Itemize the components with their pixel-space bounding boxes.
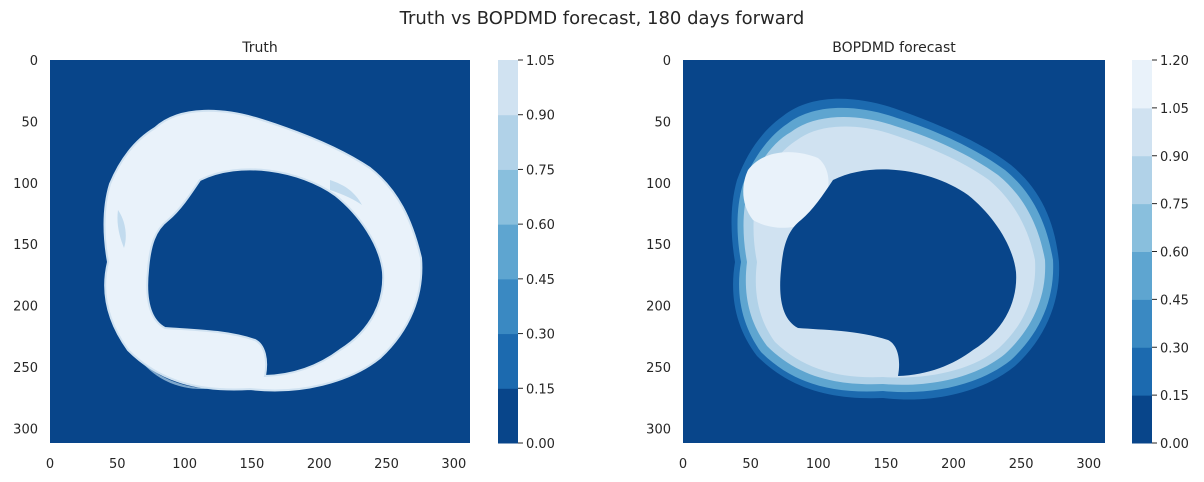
x-tick-label: 150 <box>873 457 898 472</box>
colorbar-tick-label: 1.20 <box>1160 54 1189 69</box>
colorbar-tick-label: 0.75 <box>1160 198 1189 213</box>
y-tick-label: 150 <box>13 238 38 253</box>
y-tick-label: 150 <box>646 238 671 253</box>
x-tick-label: 100 <box>806 457 831 472</box>
colorbar-segment <box>498 114 518 170</box>
x-tick-label: 100 <box>172 457 197 472</box>
colorbar-tick-label: 0.75 <box>526 163 555 178</box>
forecast-ice-field <box>731 98 1060 400</box>
truth-panel-title: Truth <box>241 40 278 56</box>
colorbar-segment <box>498 224 518 280</box>
colorbar-segment <box>498 388 518 444</box>
colorbar-segment <box>1132 299 1152 348</box>
y-tick-label: 250 <box>13 361 38 376</box>
x-tick-label: 300 <box>441 457 466 472</box>
truth-panel: Truth 0 50 100 150 200 250 300 0 50 100 150 200 250 3… <box>13 40 555 472</box>
colorbar-tick-label: 0.00 <box>1160 437 1189 452</box>
colorbar-segment <box>1132 203 1152 252</box>
truth-ice-ring <box>103 109 423 392</box>
truth-colorbar: 0.00 0.15 0.30 0.45 0.60 0.75 0.90 1.05 <box>498 54 555 452</box>
x-tick-label: 200 <box>941 457 966 472</box>
x-tick-label: 200 <box>307 457 332 472</box>
truth-ice-field <box>103 109 423 392</box>
colorbar-tick-label: 0.90 <box>1160 150 1189 165</box>
colorbar-tick-label: 0.45 <box>526 273 555 288</box>
colorbar-segment <box>1132 395 1152 444</box>
colorbar-tick-label: 1.05 <box>1160 102 1189 117</box>
x-tick-label: 300 <box>1076 457 1101 472</box>
forecast-axis-ticks: 0 50 100 150 200 250 300 0 50 100 150 200 250 300 <box>646 54 1101 472</box>
colorbar-segment <box>1132 347 1152 396</box>
y-tick-label: 0 <box>30 54 38 69</box>
forecast-ice-core-bright <box>743 152 829 228</box>
y-tick-label: 50 <box>654 115 671 130</box>
colorbar-segment <box>498 169 518 225</box>
y-tick-label: 100 <box>646 177 671 192</box>
colorbar-segment <box>498 278 518 335</box>
colorbar-segment <box>1132 155 1152 205</box>
colorbar-tick-label: 0.60 <box>1160 246 1189 261</box>
x-tick-label: 250 <box>374 457 399 472</box>
forecast-panel: BOPDMD forecast 0 50 100 150 200 250 300 0 50 100… <box>646 40 1189 472</box>
y-tick-label: 50 <box>21 115 38 130</box>
colorbar-tick-label: 1.05 <box>526 54 555 69</box>
x-tick-label: 0 <box>679 457 687 472</box>
colorbar-tick-label: 0.15 <box>526 382 555 397</box>
forecast-panel-title: BOPDMD forecast <box>832 40 956 56</box>
figure-title: Truth vs BOPDMD forecast, 180 days forwa… <box>399 8 805 29</box>
x-tick-label: 50 <box>109 457 126 472</box>
y-tick-label: 200 <box>13 300 38 315</box>
colorbar-tick-label: 0.00 <box>526 437 555 452</box>
colorbar-segment <box>1132 251 1152 300</box>
colorbar-segment <box>1132 107 1152 157</box>
colorbar-tick-label: 0.15 <box>1160 389 1189 404</box>
y-tick-label: 250 <box>646 361 671 376</box>
colorbar-tick-label: 0.90 <box>526 109 555 124</box>
y-tick-label: 300 <box>646 422 671 437</box>
y-tick-label: 300 <box>13 422 38 437</box>
colorbar-tick-label: 0.30 <box>1160 341 1189 356</box>
colorbar-tick-label: 0.30 <box>526 328 555 343</box>
colorbar-tick-label: 0.45 <box>1160 293 1189 308</box>
y-tick-label: 0 <box>663 54 671 69</box>
x-tick-label: 250 <box>1009 457 1034 472</box>
y-tick-label: 100 <box>13 177 38 192</box>
colorbar-segment <box>498 333 518 389</box>
truth-axis-ticks: 0 50 100 150 200 250 300 0 50 100 150 200 250 300 <box>13 54 466 472</box>
x-tick-label: 50 <box>742 457 759 472</box>
colorbar-tick-label: 0.60 <box>526 218 555 233</box>
colorbar-segment <box>498 60 518 116</box>
forecast-colorbar: 0.00 0.15 0.30 0.45 0.60 0.75 0.90 1.05 1.20 <box>1132 54 1189 452</box>
x-tick-label: 150 <box>240 457 265 472</box>
forecast-continent <box>780 169 1017 376</box>
colorbar-segment <box>1132 60 1152 109</box>
y-tick-label: 200 <box>646 300 671 315</box>
x-tick-label: 0 <box>46 457 54 472</box>
